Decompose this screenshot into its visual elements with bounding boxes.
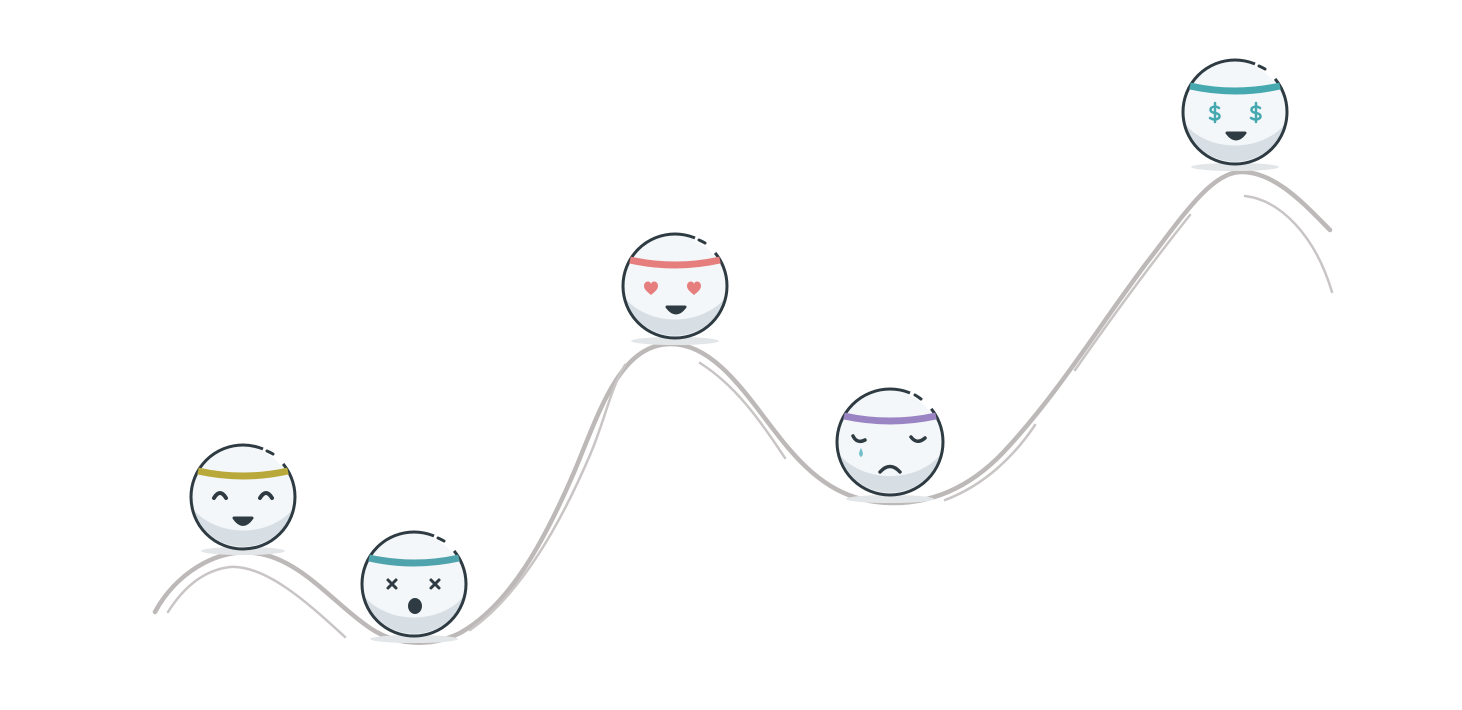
eye-left [212, 491, 228, 500]
dollar-eye-right [1249, 101, 1262, 124]
headband [1189, 82, 1281, 95]
mouth [1225, 131, 1247, 141]
eye-right-x [429, 578, 441, 590]
mouth-open [408, 598, 422, 614]
eye-left-worried [851, 434, 867, 444]
highlight-gap [432, 533, 456, 553]
wavy-track-line [152, 169, 1334, 645]
ball-shading [193, 509, 293, 547]
highlight-gap [261, 446, 285, 466]
tear-drop [859, 448, 863, 457]
track-shadow-left [166, 565, 347, 639]
headband [629, 256, 721, 269]
highlight-gap [1253, 61, 1277, 81]
contact-shadows [201, 163, 1279, 643]
ball-shading [839, 454, 941, 493]
contact-shadow [1191, 163, 1279, 171]
heart-eye-left [644, 281, 658, 295]
track-shadow-peak [698, 361, 787, 460]
contact-shadow [631, 337, 719, 345]
highlight-gap [693, 235, 717, 255]
headband [368, 554, 460, 567]
heart-eyes-face-icon [621, 232, 729, 340]
ball-shading [364, 596, 464, 634]
ball-shading [625, 298, 725, 336]
happy-face-icon [189, 443, 297, 551]
contact-shadow [201, 547, 285, 555]
mouth [665, 305, 687, 315]
contact-shadow [370, 635, 458, 643]
eye-right-worried [909, 435, 927, 443]
dollar-eye-left [1208, 101, 1221, 124]
eye-right [258, 491, 274, 500]
track-shadow-right [1243, 194, 1334, 294]
track-shadow-climb [1073, 213, 1192, 372]
crying-face-icon [835, 387, 945, 497]
mouth [232, 516, 254, 526]
track-shadow-rise [468, 363, 627, 632]
headband [843, 412, 937, 425]
dizzy-face-icon [360, 530, 468, 638]
track-main-stroke [152, 169, 1333, 645]
mouth-frown [878, 464, 902, 474]
track-shadow-valley [943, 423, 1037, 502]
contact-shadow [846, 495, 934, 503]
ball-shading [1185, 124, 1285, 162]
heart-eye-right [687, 281, 701, 295]
headband [197, 467, 289, 480]
dollar-eyes-face-icon [1181, 58, 1289, 166]
eye-left-x [386, 578, 398, 590]
